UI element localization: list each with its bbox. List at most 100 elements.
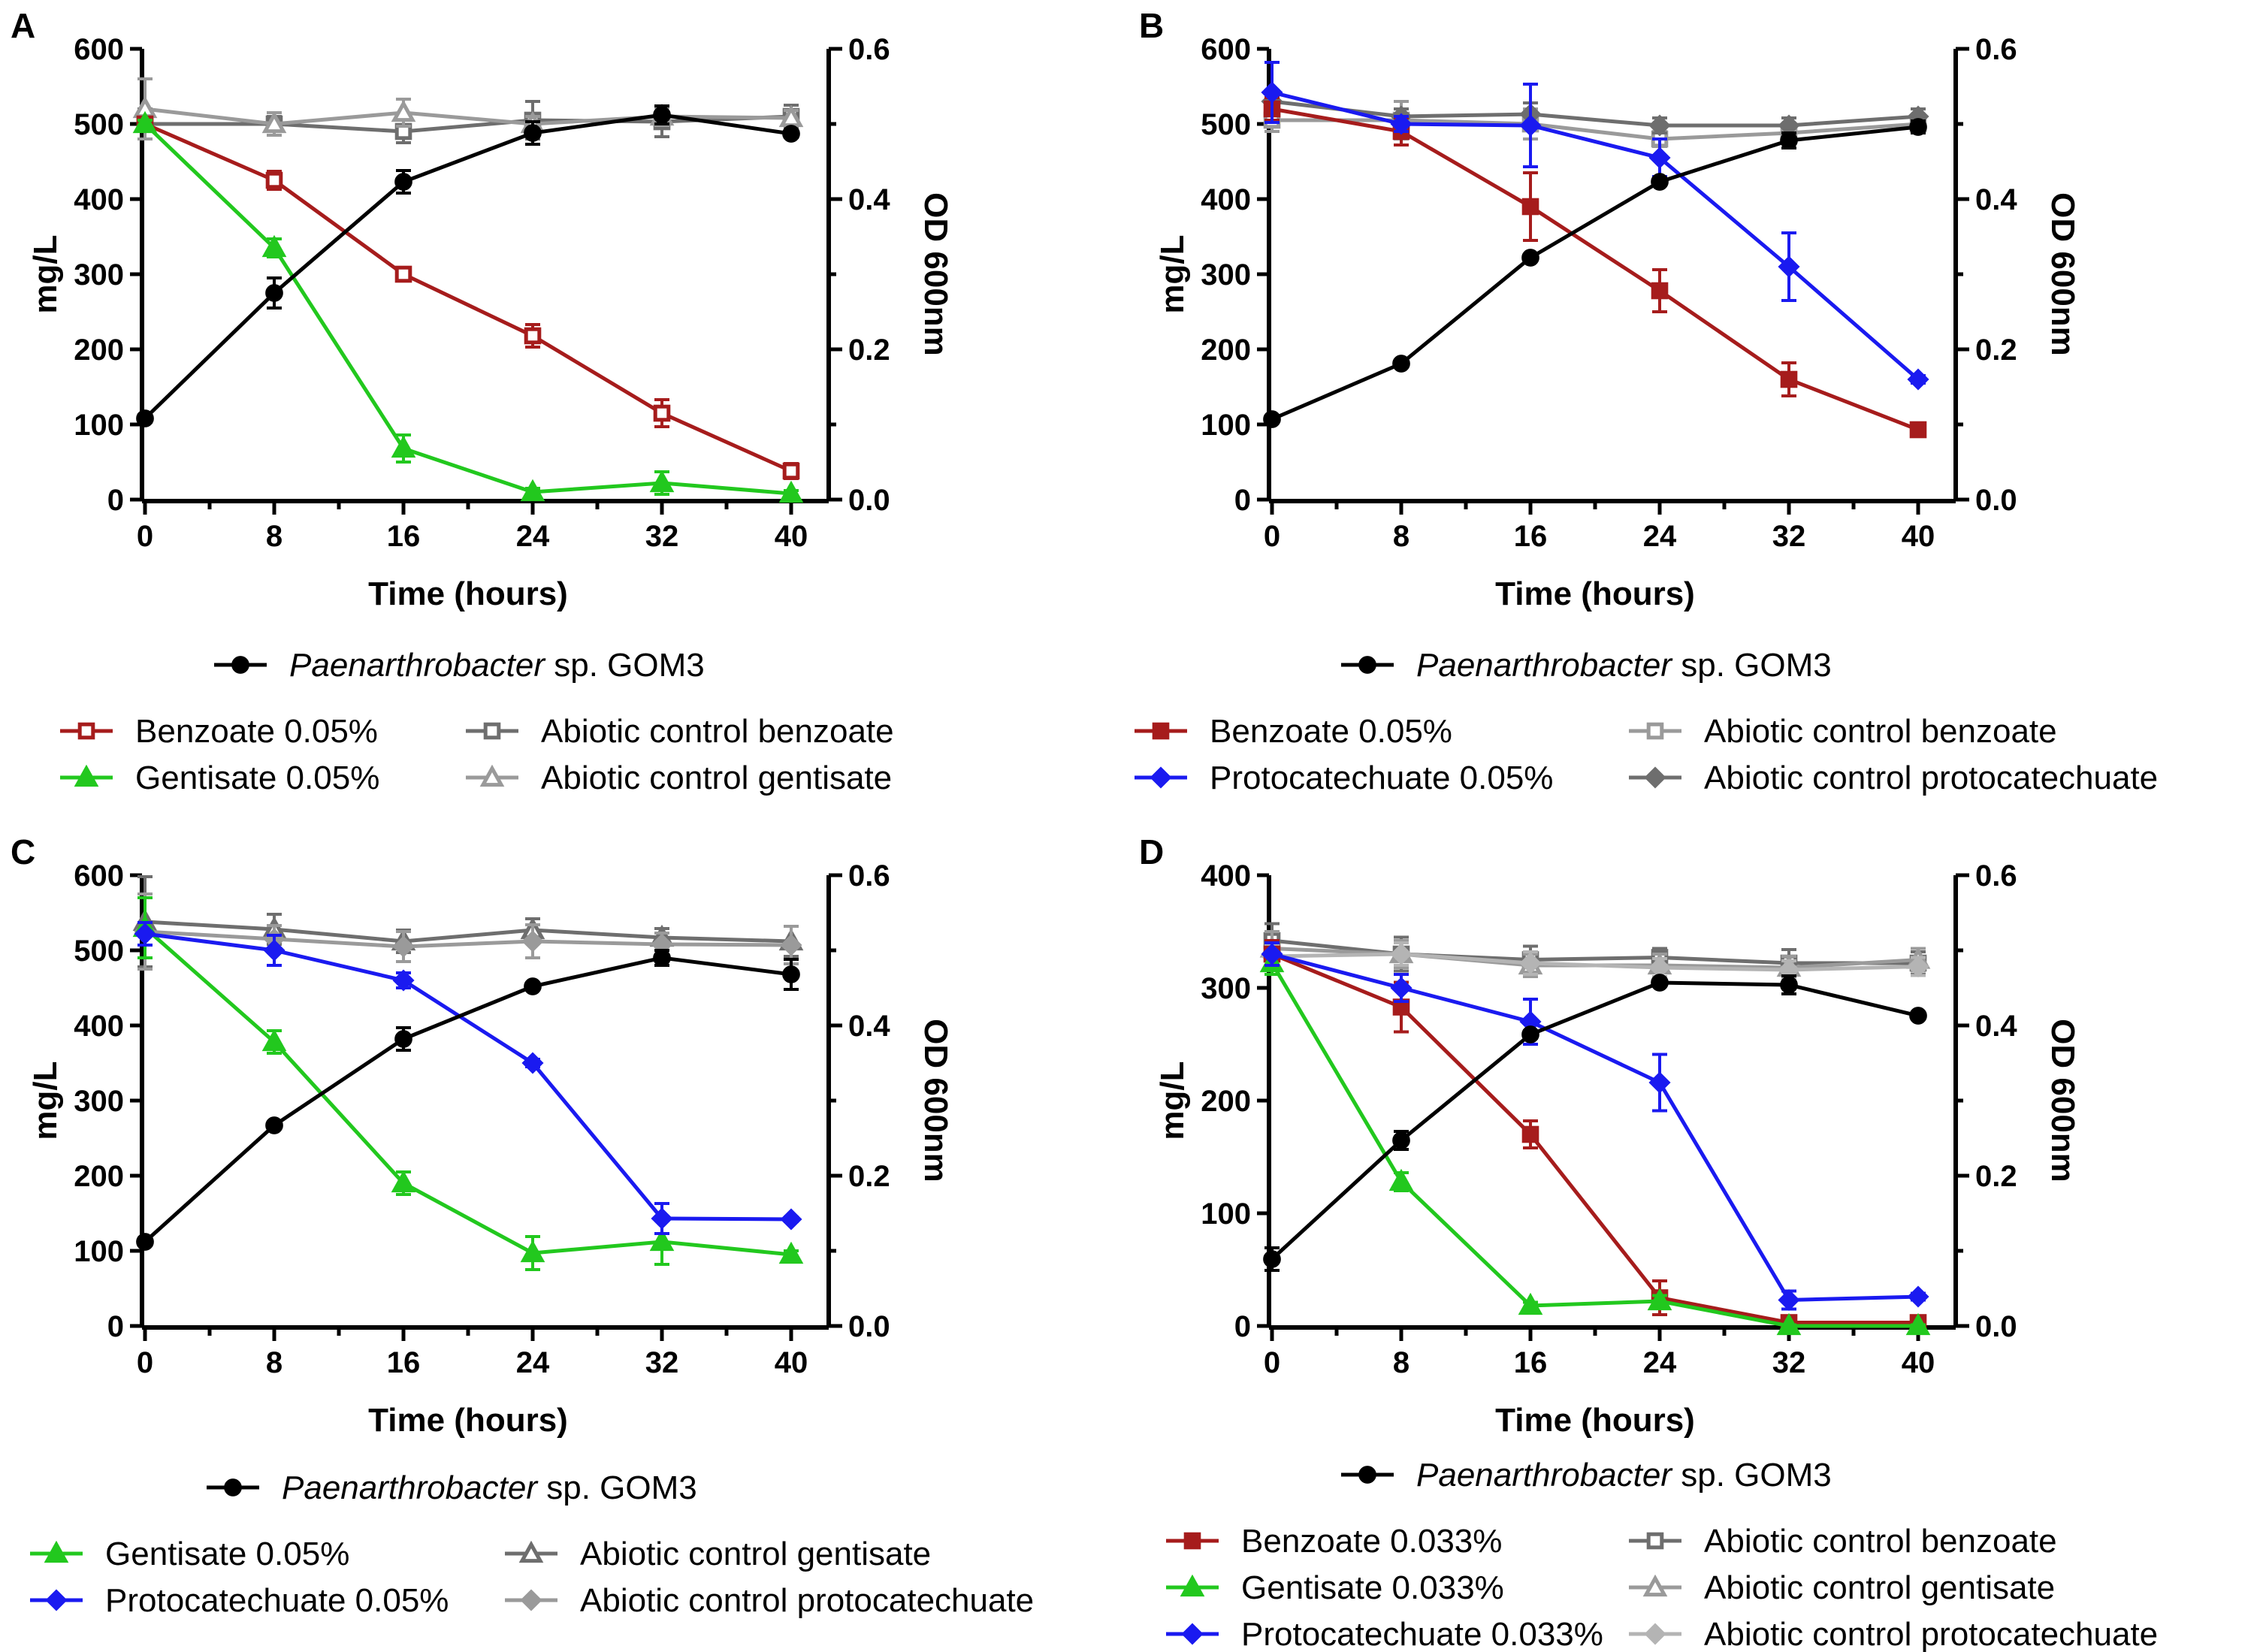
y-tick-label-c: 500 bbox=[74, 935, 124, 968]
series-1-group bbox=[134, 921, 802, 1235]
series-0-point bbox=[778, 1241, 804, 1264]
y-axis-title-c: mg/L bbox=[27, 1061, 64, 1140]
legend-label-od: Paenarthrobacter sp. GOM3 bbox=[289, 647, 705, 684]
series-2-line bbox=[145, 114, 792, 134]
x-axis-title-d: Time (hours) bbox=[1495, 1402, 1695, 1439]
x-tick-label-d: 16 bbox=[1514, 1346, 1548, 1379]
y2-axis-title-a: OD 600nm bbox=[917, 192, 954, 356]
legend-marker-od bbox=[224, 1478, 242, 1496]
series-0-point bbox=[394, 265, 412, 283]
y-tick-label-b: 600 bbox=[1201, 33, 1251, 66]
legend-marker bbox=[45, 1589, 68, 1611]
x-tick-label-c: 8 bbox=[266, 1346, 283, 1379]
legend-label: Abiotic control protocatechuate bbox=[1704, 760, 2158, 796]
series-0-line bbox=[144, 926, 792, 1257]
series-5-point bbox=[1390, 943, 1413, 965]
series-0-point bbox=[1780, 370, 1798, 388]
series-1-line bbox=[1271, 90, 1920, 381]
od-point bbox=[1263, 410, 1281, 428]
od-point bbox=[394, 173, 412, 191]
od-point bbox=[265, 1116, 283, 1134]
od-point bbox=[1263, 1250, 1281, 1268]
od-line bbox=[1271, 980, 1919, 1261]
y2-tick-label-c: 0.4 bbox=[848, 1010, 890, 1043]
y-tick-label-a: 500 bbox=[74, 108, 124, 141]
legend-a: Paenarthrobacter sp. GOM3 Benzoate 0.05% A… bbox=[60, 647, 894, 796]
series-0-point bbox=[391, 1170, 416, 1193]
x-tick-label-a: 40 bbox=[775, 520, 808, 553]
plot-area-a bbox=[132, 77, 804, 503]
series-3-group bbox=[134, 892, 802, 971]
x-tick-label-b: 32 bbox=[1772, 520, 1806, 553]
series-1-point bbox=[1905, 1312, 1931, 1336]
panel-d: D 0 100 200 300 400 0.0 0.2 0.4 0.6 0 8 16 24 32 40 Tim… bbox=[1139, 832, 2158, 1652]
series-3-group bbox=[1261, 89, 1929, 137]
y2-tick-label-a: 0.0 bbox=[848, 484, 890, 517]
legend-label: Abiotic control gentisate bbox=[1704, 1569, 2055, 1606]
series-1-point bbox=[1647, 1288, 1672, 1311]
od-point bbox=[1780, 131, 1798, 149]
y-tick-label-c: 400 bbox=[74, 1010, 124, 1043]
y-tick-label-a: 200 bbox=[74, 334, 124, 367]
od-point bbox=[1392, 1131, 1410, 1149]
od-point bbox=[136, 1233, 154, 1251]
legend-label: Abiotic control gentisate bbox=[580, 1536, 931, 1572]
y2-tick-label-b: 0.2 bbox=[1975, 334, 2017, 367]
series-5-line bbox=[1271, 952, 1919, 972]
series-0-point bbox=[1521, 198, 1539, 216]
series-1-point bbox=[1390, 113, 1413, 135]
y-tick-label-c: 200 bbox=[74, 1160, 124, 1193]
legend-marker bbox=[1646, 722, 1664, 740]
series-3-point bbox=[521, 930, 544, 953]
od-point bbox=[653, 949, 671, 967]
series-0-group bbox=[132, 896, 804, 1271]
legend-marker bbox=[77, 722, 95, 740]
series-1-line bbox=[144, 932, 792, 1222]
x-tick-label-c: 16 bbox=[387, 1346, 421, 1379]
x-tick-label-b: 24 bbox=[1643, 520, 1677, 553]
x-tick-label-d: 8 bbox=[1393, 1346, 1409, 1379]
series-1-point bbox=[1388, 1168, 1414, 1191]
od-point bbox=[1909, 118, 1927, 136]
legend-b: Paenarthrobacter sp. GOM3 Benzoate 0.05% A… bbox=[1135, 647, 2158, 796]
y-axis-title-d: mg/L bbox=[1154, 1061, 1191, 1140]
y-tick-label-d: 400 bbox=[1201, 859, 1251, 892]
x-axis-title-c: Time (hours) bbox=[368, 1402, 568, 1439]
x-tick-label-b: 40 bbox=[1902, 520, 1935, 553]
y-tick-label-b: 500 bbox=[1201, 108, 1251, 141]
x-tick-label-b: 16 bbox=[1514, 520, 1548, 553]
series-0-point bbox=[653, 404, 671, 422]
series-0-point bbox=[265, 171, 283, 189]
legend-marker bbox=[1644, 766, 1666, 789]
plot-area-d bbox=[1259, 922, 1931, 1336]
legend-label: Gentisate 0.05% bbox=[105, 1536, 349, 1572]
legend-marker bbox=[479, 764, 505, 787]
legend-label: Abiotic control benzoate bbox=[541, 713, 894, 750]
series-0-point bbox=[1521, 1125, 1539, 1143]
od-group bbox=[1263, 974, 1927, 1272]
series-1-point bbox=[520, 479, 545, 502]
x-tick-label-a: 0 bbox=[137, 520, 153, 553]
series-0-line bbox=[1271, 107, 1919, 432]
od-point bbox=[782, 965, 800, 983]
y-tick-label-c: 300 bbox=[74, 1085, 124, 1118]
series-0-point bbox=[649, 1228, 675, 1252]
od-point bbox=[1909, 1007, 1927, 1025]
x-tick-label-a: 32 bbox=[645, 520, 679, 553]
legend-label-od: Paenarthrobacter sp. GOM3 bbox=[1416, 647, 1832, 684]
x-tick-label-d: 24 bbox=[1643, 1346, 1677, 1379]
plot-area-b bbox=[1261, 61, 1929, 439]
series-1-point bbox=[780, 1208, 802, 1231]
series-3-group bbox=[132, 77, 804, 140]
legend-label: Abiotic control protocatechuate bbox=[1704, 1616, 2158, 1652]
x-tick-label-d: 32 bbox=[1772, 1346, 1806, 1379]
legend-marker bbox=[44, 1540, 69, 1563]
y-tick-label-d: 300 bbox=[1201, 972, 1251, 1005]
legend-marker bbox=[1150, 766, 1172, 789]
legend-label: Protocatechuate 0.033% bbox=[1241, 1616, 1603, 1652]
y-tick-label-d: 100 bbox=[1201, 1197, 1251, 1231]
od-point bbox=[1521, 249, 1539, 267]
series-5-point bbox=[1907, 955, 1929, 978]
series-3-point bbox=[391, 99, 416, 122]
legend-label: Abiotic control benzoate bbox=[1704, 1523, 2057, 1560]
